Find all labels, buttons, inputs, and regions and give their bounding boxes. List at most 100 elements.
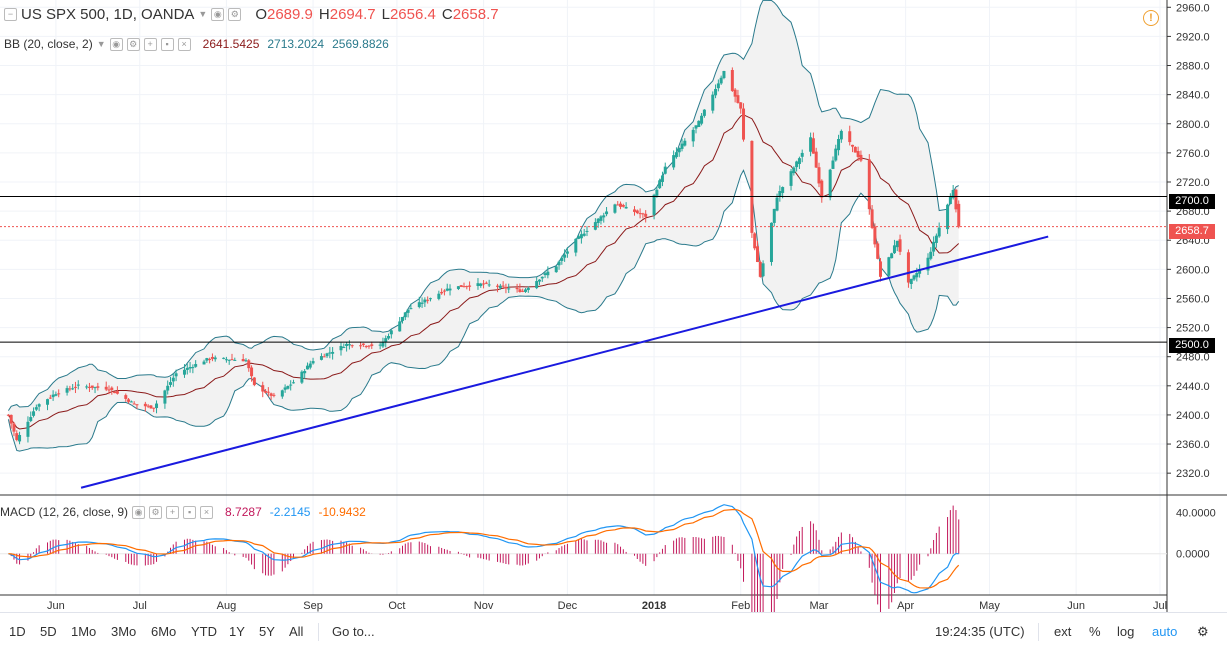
candle-body bbox=[188, 367, 192, 369]
candle-body bbox=[792, 167, 796, 174]
ext-toggle[interactable]: ext bbox=[1054, 624, 1072, 639]
candle-body bbox=[319, 356, 323, 360]
candle-body bbox=[437, 293, 441, 299]
macd-value: 8.7287 bbox=[225, 505, 262, 519]
candle-body bbox=[406, 309, 410, 313]
candle-body bbox=[909, 278, 913, 285]
candle-body bbox=[579, 234, 583, 239]
candle-body bbox=[311, 361, 315, 364]
price-axis-label: 2440.0 bbox=[1176, 381, 1210, 393]
close-icon[interactable]: × bbox=[177, 37, 191, 51]
divider bbox=[318, 623, 319, 641]
add-icon[interactable]: + bbox=[166, 505, 180, 519]
candle-body bbox=[644, 213, 648, 217]
timeframe-1mo[interactable]: 1Mo bbox=[71, 624, 97, 639]
goto-button[interactable]: Go to... bbox=[332, 624, 375, 639]
price-axis-label: 2880.0 bbox=[1176, 61, 1210, 73]
candle-body bbox=[32, 411, 36, 416]
candle-body bbox=[445, 288, 449, 291]
settings-icon[interactable]: ⚙ bbox=[1197, 624, 1209, 639]
alert-icon[interactable]: ! bbox=[1143, 10, 1159, 26]
bb-legend: BB (20, close, 2) ▼ ◉ ⚙ + ▪ × 2641.5425 2… bbox=[4, 35, 389, 53]
candle-body bbox=[403, 312, 407, 318]
candle-body bbox=[633, 209, 637, 212]
candle-body bbox=[563, 254, 567, 258]
candle-body bbox=[870, 209, 874, 228]
timeframe-1y[interactable]: 1Y bbox=[229, 624, 245, 639]
bb-label[interactable]: BB (20, close, 2) bbox=[4, 37, 93, 51]
candle-body bbox=[621, 204, 625, 207]
log-toggle[interactable]: log bbox=[1117, 624, 1135, 639]
timeframe-1d[interactable]: 1D bbox=[9, 624, 26, 639]
candle-body bbox=[124, 395, 128, 399]
candle-body bbox=[54, 394, 58, 396]
candle-body bbox=[750, 140, 754, 233]
price-axis-label: 2480.0 bbox=[1176, 352, 1210, 364]
auto-toggle[interactable]: auto bbox=[1152, 624, 1178, 639]
candle-body bbox=[946, 204, 950, 230]
timeframe-ytd[interactable]: YTD bbox=[191, 624, 217, 639]
timeframe-5y[interactable]: 5Y bbox=[259, 624, 275, 639]
level-2700-tag[interactable]: 2700.0 bbox=[1169, 194, 1215, 209]
candle-body bbox=[46, 399, 50, 405]
percent-toggle[interactable]: % bbox=[1089, 624, 1101, 639]
timeframe-3mo[interactable]: 3Mo bbox=[111, 624, 137, 639]
eye-icon[interactable]: ◉ bbox=[211, 7, 225, 21]
eye-icon[interactable]: ◉ bbox=[132, 505, 146, 519]
macd-legend: MACD (12, 26, close, 9) ◉ ⚙ + ▪ × 8.7287… bbox=[0, 503, 366, 521]
candle-body bbox=[515, 287, 519, 290]
candle-body bbox=[250, 367, 254, 377]
candle-body bbox=[146, 405, 150, 407]
candle-body bbox=[565, 251, 569, 254]
chart-canvas[interactable]: 2960.0 2920.0 2880.0 2840.0 2800.0 2760.0 2720… bbox=[0, 0, 1227, 612]
settings-icon[interactable]: ⚙ bbox=[149, 505, 163, 519]
eye-icon[interactable]: ◉ bbox=[109, 37, 123, 51]
candle-body bbox=[264, 390, 268, 393]
candle-body bbox=[93, 387, 97, 389]
candle-body bbox=[213, 357, 217, 360]
symbol-title[interactable]: US SPX 500, 1D, OANDA bbox=[21, 5, 195, 23]
more-icon[interactable]: ▪ bbox=[183, 505, 197, 519]
candle-body bbox=[6, 414, 10, 416]
add-icon[interactable]: + bbox=[143, 37, 157, 51]
time-axis-label: Mar bbox=[810, 600, 829, 612]
candle-body bbox=[12, 423, 16, 432]
candle-body bbox=[381, 342, 385, 347]
time-axis-label: Dec bbox=[558, 600, 578, 612]
bb-lower-line bbox=[7, 169, 960, 452]
candle-body bbox=[537, 279, 541, 282]
clock-timezone[interactable]: 19:24:35 (UTC) bbox=[935, 624, 1025, 639]
candle-body bbox=[428, 298, 432, 300]
candle-body bbox=[932, 241, 936, 252]
chevron-down-icon[interactable]: ▼ bbox=[96, 39, 106, 49]
ohlc-value: 2694.7 bbox=[329, 5, 376, 23]
timeframe-6mo[interactable]: 6Mo bbox=[151, 624, 177, 639]
candle-body bbox=[809, 137, 813, 152]
collapse-icon[interactable]: − bbox=[4, 7, 17, 21]
candle-body bbox=[523, 289, 527, 292]
more-icon[interactable]: ▪ bbox=[160, 37, 174, 51]
macd-label[interactable]: MACD (12, 26, close, 9) bbox=[0, 505, 129, 519]
chevron-down-icon[interactable]: ▼ bbox=[198, 9, 208, 19]
candle-body bbox=[660, 175, 664, 182]
candle-body bbox=[51, 394, 55, 398]
settings-icon[interactable]: ⚙ bbox=[126, 37, 140, 51]
candle-body bbox=[507, 288, 511, 290]
candle-body bbox=[104, 386, 108, 390]
settings-icon[interactable]: ⚙ bbox=[228, 7, 242, 21]
candle-body bbox=[761, 263, 765, 277]
candle-body bbox=[929, 251, 933, 259]
current-price-tag: 2658.7 bbox=[1169, 224, 1215, 239]
trendline bbox=[80, 235, 1049, 489]
timeframe-all[interactable]: All bbox=[289, 624, 304, 639]
timeframe-5d[interactable]: 5D bbox=[40, 624, 57, 639]
price-axis-label: 2360.0 bbox=[1176, 439, 1210, 451]
candle-body bbox=[714, 88, 718, 96]
candle-body bbox=[342, 347, 346, 349]
candle-body bbox=[887, 257, 891, 276]
candle-body bbox=[398, 321, 402, 332]
ohlc-key: L bbox=[381, 5, 390, 23]
close-icon[interactable]: × bbox=[200, 505, 214, 519]
level-2500-tag[interactable]: 2500.0 bbox=[1169, 338, 1215, 353]
candle-body bbox=[834, 148, 838, 161]
